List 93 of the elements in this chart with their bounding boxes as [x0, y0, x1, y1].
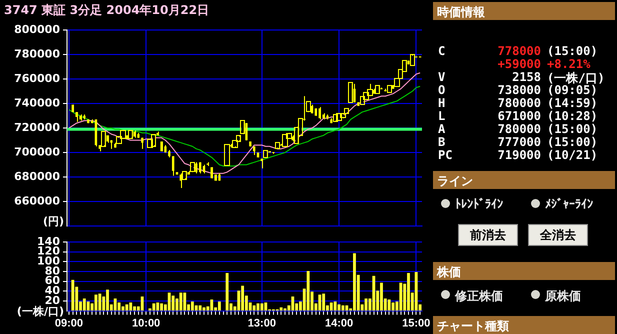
bar — [341, 305, 344, 311]
text: (10/21) — [547, 148, 598, 162]
y-axis-title: (一株/口) — [16, 304, 64, 318]
text: (一株/口) — [547, 70, 605, 85]
text: 780000 — [498, 122, 541, 136]
push-button: 全消去 — [528, 224, 588, 246]
bar — [133, 306, 136, 311]
bar — [330, 302, 333, 311]
text: L — [438, 109, 446, 123]
bar — [322, 294, 326, 311]
text: 原株価 — [545, 288, 581, 305]
bar — [106, 290, 109, 311]
text: B — [438, 135, 446, 149]
text: A — [438, 122, 446, 136]
candlestick — [75, 112, 78, 122]
y-tick-label: 740000 — [14, 96, 60, 110]
x-tick-label: 09:00 — [54, 317, 83, 330]
text: 671000 — [498, 109, 541, 123]
x-tick-label: 10:00 — [132, 317, 160, 330]
bar — [183, 292, 186, 311]
text: PC — [438, 148, 452, 162]
y-axis-title: (円) — [42, 214, 64, 229]
text: ﾒｼﾞｬｰﾗｲﾝ — [545, 197, 593, 211]
y-tick-label: 80 — [44, 264, 60, 278]
text: (15:00) — [547, 135, 598, 149]
bar — [118, 302, 121, 311]
y-tick-label: 760000 — [14, 72, 60, 85]
x-tick-label: 15:00 — [402, 317, 430, 330]
candlestick — [172, 156, 174, 176]
y-tick-label: 140 — [37, 234, 60, 248]
text: チャート種類 — [437, 318, 509, 334]
bar — [252, 305, 256, 311]
text: +59000 — [498, 57, 541, 71]
bar — [218, 301, 221, 311]
y-tick-label: 680000 — [14, 170, 60, 183]
bar — [334, 301, 337, 311]
bar — [260, 303, 264, 311]
y-tick-label: 700000 — [14, 145, 60, 158]
bar — [392, 302, 395, 311]
bar — [122, 306, 124, 311]
text: 株価 — [437, 264, 461, 281]
y-tick-label: 780000 — [14, 47, 60, 60]
text: C — [438, 44, 446, 58]
bar — [380, 282, 383, 311]
y-tick-label: 800000 — [14, 22, 60, 36]
bar — [364, 298, 368, 311]
text: H — [438, 96, 446, 110]
bar — [94, 294, 98, 311]
bar — [407, 272, 410, 311]
text: 時価情報 — [437, 4, 485, 21]
bar — [256, 303, 260, 311]
text: 719000 — [498, 148, 541, 162]
text: +8.21% — [547, 57, 590, 71]
bar — [172, 296, 175, 311]
text: (09:05) — [547, 83, 598, 97]
text: 738000 — [498, 83, 541, 97]
bar — [82, 298, 86, 311]
bar — [280, 307, 283, 311]
text: 780000 — [498, 96, 541, 110]
bar — [202, 307, 206, 311]
text: 2158 — [512, 70, 541, 84]
text: V — [438, 70, 446, 84]
text: (10:28) — [547, 109, 598, 123]
text: 778000 — [498, 44, 541, 58]
bar — [152, 303, 156, 311]
candlestick — [318, 106, 321, 120]
x-tick-label: 13:00 — [248, 317, 276, 330]
text: ﾄﾚﾝﾄﾞﾗｲﾝ — [455, 197, 503, 211]
text: (14:59) — [547, 96, 598, 110]
text: 修正株価 — [455, 288, 503, 305]
bar — [129, 302, 132, 311]
candlestick — [260, 158, 264, 169]
bar — [241, 286, 244, 311]
x-tick-label: 14:00 — [324, 317, 354, 330]
bar — [198, 305, 202, 311]
push-button: 前消去 — [458, 224, 518, 246]
bar — [160, 303, 163, 311]
text: 777000 — [498, 135, 541, 149]
bar — [179, 292, 182, 311]
text: ライン — [437, 173, 473, 190]
chart-title: 3747 東証 3分足 2004年10月22日 — [4, 2, 210, 19]
y-tick-label: 720000 — [14, 120, 60, 134]
bar — [306, 270, 310, 311]
bar — [125, 304, 128, 311]
y-tick-label: 660000 — [14, 194, 60, 208]
bar — [190, 301, 194, 311]
text: (15:00) — [547, 122, 598, 136]
bar — [226, 272, 229, 311]
text: O — [438, 83, 446, 97]
bar — [338, 304, 340, 311]
text: (15:00) — [547, 44, 598, 58]
bar — [353, 253, 356, 311]
bar — [156, 302, 160, 311]
